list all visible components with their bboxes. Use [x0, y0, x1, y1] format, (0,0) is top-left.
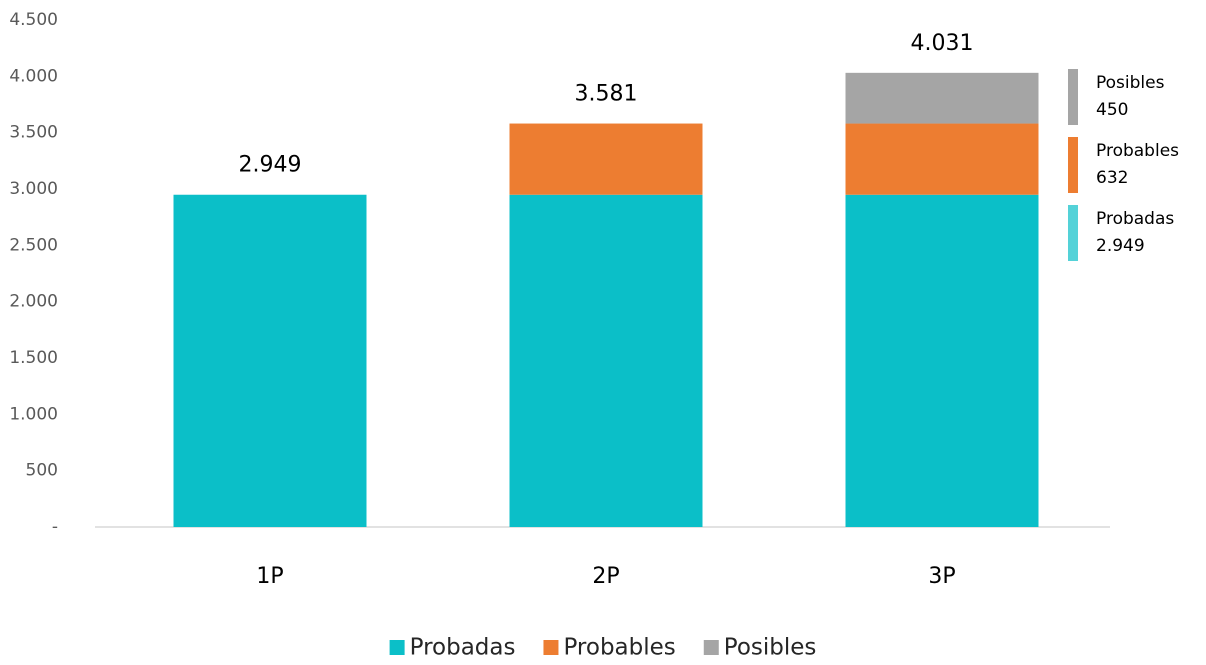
legend-swatch — [543, 640, 559, 655]
bar-segment — [173, 194, 367, 527]
bar-segment — [845, 194, 1039, 527]
x-tick-label: 2P — [592, 564, 619, 589]
side-label-name: Probadas — [1096, 209, 1174, 229]
y-tick-label: 4.000 — [9, 66, 58, 86]
legend-swatch — [389, 640, 405, 655]
legend-swatch — [703, 640, 719, 655]
bar-segment — [509, 194, 703, 527]
y-tick-label: 2.500 — [9, 235, 58, 255]
y-tick-label: 4.500 — [9, 10, 58, 30]
y-tick-label: 1.500 — [9, 348, 58, 368]
y-tick-label: - — [52, 517, 58, 537]
y-tick-label: 1.000 — [9, 404, 58, 424]
total-label: 3.581 — [575, 82, 638, 107]
side-label-value: 632 — [1096, 168, 1128, 188]
legend-label: Probadas — [410, 635, 516, 661]
side-label-value: 2.949 — [1096, 236, 1145, 256]
side-label-swatch — [1068, 137, 1078, 193]
y-tick-label: 500 — [26, 461, 58, 481]
legend-label: Posibles — [724, 635, 817, 661]
y-tick-label: 3.500 — [9, 123, 58, 143]
x-tick-label: 3P — [928, 564, 955, 589]
side-label-name: Posibles — [1096, 73, 1165, 93]
side-label-name: Probables — [1096, 141, 1179, 161]
bar-segment — [845, 123, 1039, 195]
bar-segment — [509, 123, 703, 195]
legend: Probadas Probables Posibles — [389, 635, 817, 661]
side-label-swatch — [1068, 69, 1078, 125]
side-label-value: 450 — [1096, 100, 1128, 120]
x-tick-label: 1P — [256, 564, 283, 589]
legend-label: Probables — [563, 635, 675, 661]
y-tick-label: 3.000 — [9, 179, 58, 199]
y-tick-label: 2.000 — [9, 292, 58, 312]
bar-segment — [845, 72, 1039, 124]
total-label: 2.949 — [239, 153, 302, 178]
side-label-swatch — [1068, 205, 1078, 261]
total-label: 4.031 — [911, 31, 974, 56]
